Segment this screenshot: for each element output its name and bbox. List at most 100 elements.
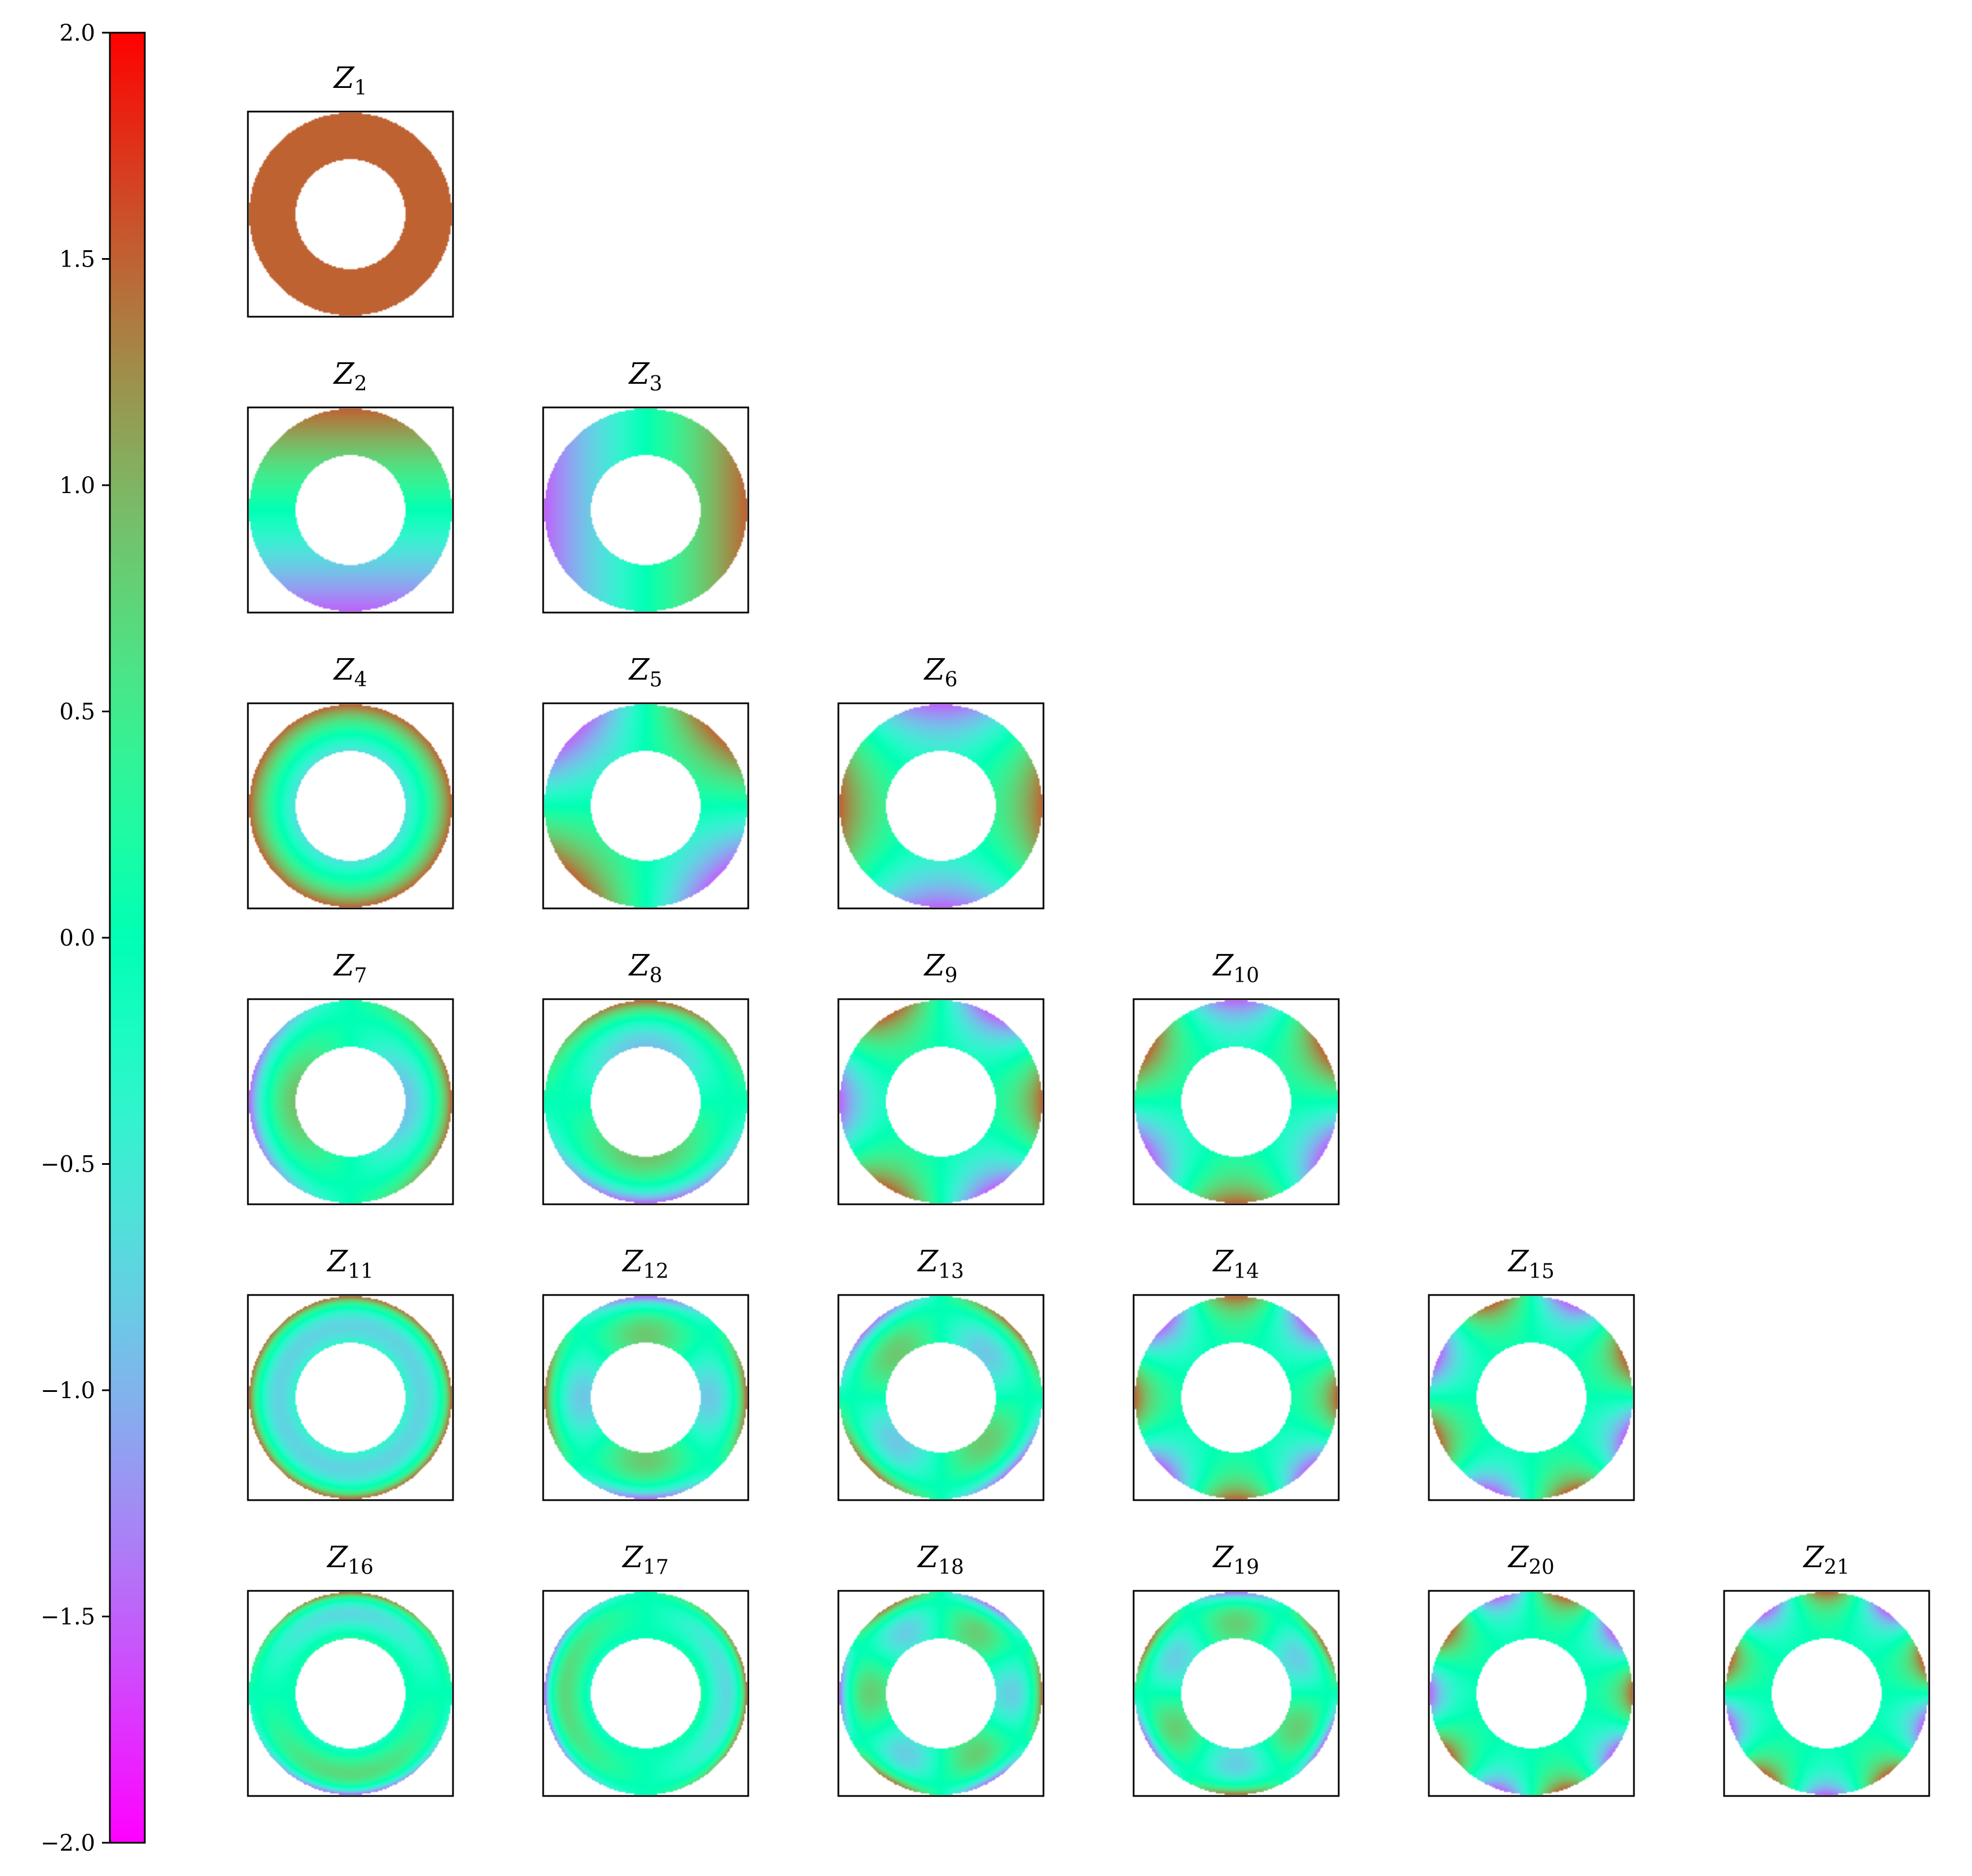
zernike-panel-z10: Z10 <box>1132 949 1340 1205</box>
colorbar-tick-label: −0.5 <box>41 1152 95 1178</box>
zernike-panel-z4: Z4 <box>247 653 454 910</box>
panel-title: Z12 <box>621 1245 669 1283</box>
colorbar-tick-label: 0.0 <box>59 925 95 951</box>
panel-frame <box>837 702 1045 910</box>
panel-title-letter: Z <box>332 357 354 391</box>
panel-title-letter: Z <box>326 1245 348 1279</box>
panel-title-letter: Z <box>1507 1541 1529 1575</box>
panel-title: Z1 <box>332 61 367 100</box>
panel-frame <box>247 702 454 910</box>
zernike-panel-z12: Z12 <box>542 1245 749 1501</box>
zernike-panel-z17: Z17 <box>542 1541 749 1797</box>
panel-frame <box>1132 1590 1340 1797</box>
annular-map <box>840 1296 1042 1499</box>
zernike-panel-z21: Z21 <box>1723 1541 1930 1797</box>
annular-map <box>840 1592 1042 1795</box>
annular-map <box>544 1000 747 1203</box>
panel-title-letter: Z <box>923 949 945 983</box>
panel-title-letter: Z <box>1212 949 1234 983</box>
panel-title-index: 4 <box>354 668 367 691</box>
panel-title-index: 11 <box>348 1260 374 1283</box>
panel-frame <box>542 998 749 1205</box>
panel-title: Z19 <box>1212 1541 1259 1579</box>
panel-title-letter: Z <box>628 653 650 687</box>
panel-title-index: 20 <box>1529 1556 1554 1579</box>
annular-map <box>840 704 1042 907</box>
panel-frame <box>542 406 749 614</box>
panel-title-letter: Z <box>1507 1245 1529 1279</box>
panel-title-letter: Z <box>628 357 650 391</box>
panel-title-letter: Z <box>917 1541 939 1575</box>
panel-title-index: 10 <box>1233 964 1259 987</box>
annular-map <box>249 1296 452 1499</box>
panel-title-index: 15 <box>1529 1260 1554 1283</box>
annular-map <box>249 704 452 907</box>
annular-map <box>249 409 452 611</box>
panel-title: Z17 <box>621 1541 669 1579</box>
zernike-panel-z19: Z19 <box>1132 1541 1340 1797</box>
panel-frame <box>837 998 1045 1205</box>
panel-title-letter: Z <box>1212 1245 1234 1279</box>
colorbar-tick-label: 0.5 <box>59 699 95 725</box>
panel-frame <box>247 406 454 614</box>
panel-title: Z2 <box>332 357 367 396</box>
panel-title-index: 12 <box>643 1260 669 1283</box>
panel-frame <box>247 1294 454 1501</box>
panel-title: Z3 <box>628 357 662 396</box>
panel-title-index: 18 <box>938 1556 964 1579</box>
panel-title-index: 21 <box>1824 1556 1850 1579</box>
panel-frame <box>1132 1294 1340 1501</box>
colorbar: 2.0 1.5 1.0 0.5 0.0 −0.5 −1.0 −1.5 −2.0 <box>41 20 146 1856</box>
panel-title: Z16 <box>326 1541 374 1579</box>
panel-title-letter: Z <box>923 653 945 687</box>
zernike-panel-z8: Z8 <box>542 949 749 1205</box>
colorbar-tick-label: −2.0 <box>41 1830 95 1856</box>
panel-title-letter: Z <box>1212 1541 1234 1575</box>
panel-title-letter: Z <box>621 1541 643 1575</box>
panel-title-index: 3 <box>650 372 663 396</box>
panel-title: Z4 <box>332 653 367 691</box>
panel-title-index: 9 <box>945 964 958 987</box>
annular-map <box>249 113 452 316</box>
zernike-panel-z13: Z13 <box>837 1245 1045 1501</box>
panel-title: Z20 <box>1507 1541 1554 1579</box>
panel-title: Z8 <box>628 949 662 987</box>
zernike-panel-z3: Z3 <box>542 357 749 614</box>
annular-map <box>1135 1592 1338 1795</box>
panel-title: Z14 <box>1212 1245 1259 1283</box>
panel-frame <box>542 702 749 910</box>
annular-map <box>249 1592 452 1795</box>
zernike-panel-z14: Z14 <box>1132 1245 1340 1501</box>
zernike-panel-z2: Z2 <box>247 357 454 614</box>
zernike-panel-z1: Z1 <box>247 61 454 318</box>
panel-title: Z21 <box>1802 1541 1850 1579</box>
colorbar-tick-label: 1.5 <box>59 247 95 273</box>
panel-title-index: 8 <box>650 964 663 987</box>
panel-frame <box>247 1590 454 1797</box>
panel-frame <box>1723 1590 1930 1797</box>
zernike-panel-z9: Z9 <box>837 949 1045 1205</box>
panel-frame <box>837 1294 1045 1501</box>
panel-title-letter: Z <box>917 1245 939 1279</box>
zernike-panel-z6: Z6 <box>837 653 1045 910</box>
panel-frame <box>837 1590 1045 1797</box>
annular-map <box>544 409 747 611</box>
panel-title-index: 6 <box>945 668 958 691</box>
zernike-panel-z20: Z20 <box>1428 1541 1635 1797</box>
panel-title: Z9 <box>923 949 957 987</box>
colorbar-gradient <box>110 33 145 1843</box>
panel-title: Z11 <box>326 1245 374 1283</box>
panel-title-letter: Z <box>1802 1541 1824 1575</box>
annular-map <box>1725 1592 1928 1795</box>
panel-title: Z18 <box>917 1541 964 1579</box>
zernike-panel-z5: Z5 <box>542 653 749 910</box>
colorbar-tick-label: −1.0 <box>41 1378 95 1404</box>
panel-title-index: 13 <box>938 1260 964 1283</box>
panel-frame <box>247 110 454 318</box>
annular-map <box>1430 1592 1633 1795</box>
panel-title: Z15 <box>1507 1245 1554 1283</box>
panel-title-letter: Z <box>332 61 354 95</box>
panel-frame <box>542 1294 749 1501</box>
panel-title-index: 17 <box>643 1556 669 1579</box>
annular-map <box>544 704 747 907</box>
